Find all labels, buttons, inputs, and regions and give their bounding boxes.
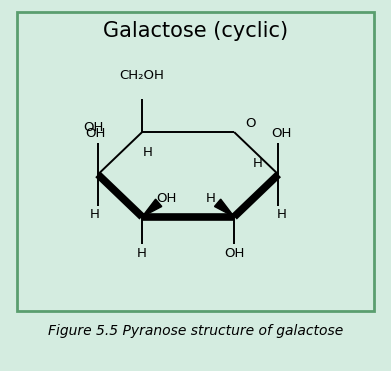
Text: H: H (90, 209, 100, 221)
Text: H: H (253, 157, 263, 170)
Text: H: H (137, 247, 147, 260)
FancyBboxPatch shape (17, 13, 374, 311)
Text: Figure 5.5 Pyranose structure of galactose: Figure 5.5 Pyranose structure of galacto… (48, 324, 343, 338)
Text: OH: OH (156, 192, 176, 205)
Text: OH: OH (83, 121, 104, 134)
Text: O: O (245, 117, 256, 130)
Text: OH: OH (85, 128, 105, 141)
Text: H: H (143, 146, 152, 159)
Text: H: H (276, 209, 286, 221)
Polygon shape (142, 199, 162, 217)
Text: CH₂OH: CH₂OH (120, 69, 165, 82)
Text: Galactose (cyclic): Galactose (cyclic) (103, 21, 288, 41)
Text: OH: OH (224, 247, 244, 260)
Text: H: H (205, 192, 215, 205)
Polygon shape (215, 199, 234, 217)
Text: OH: OH (271, 128, 291, 141)
